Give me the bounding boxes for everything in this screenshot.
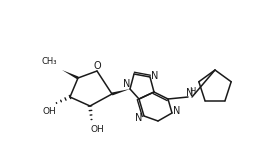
Text: CH₃: CH₃: [41, 57, 57, 66]
Polygon shape: [62, 70, 79, 79]
Text: N: N: [151, 71, 159, 81]
Text: N: N: [173, 106, 181, 116]
Polygon shape: [112, 89, 130, 96]
Text: OH: OH: [90, 125, 104, 134]
Text: O: O: [93, 61, 101, 71]
Text: N: N: [186, 88, 193, 98]
Text: N: N: [135, 113, 143, 123]
Text: OH: OH: [42, 107, 56, 115]
Text: N: N: [123, 79, 131, 89]
Text: H: H: [189, 87, 195, 97]
